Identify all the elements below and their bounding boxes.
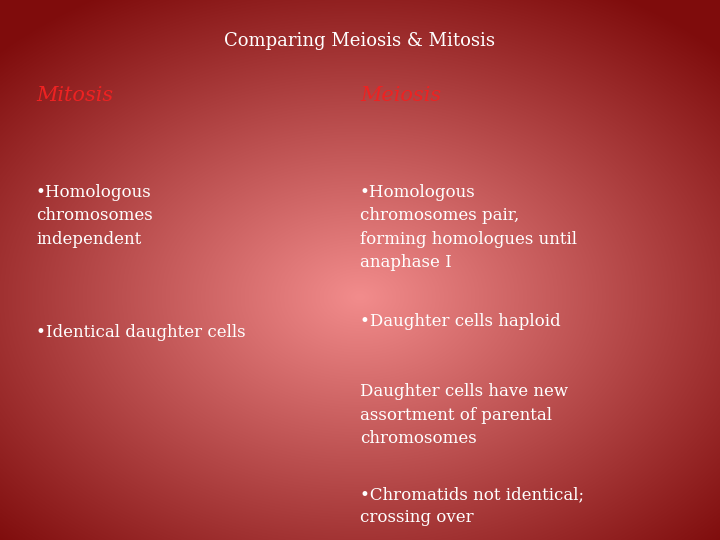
Text: •Homologous
chromosomes
independent: •Homologous chromosomes independent <box>36 184 153 248</box>
Text: Mitosis: Mitosis <box>36 86 113 105</box>
Text: •Homologous
chromosomes pair,
forming homologues until
anaphase I: •Homologous chromosomes pair, forming ho… <box>360 184 577 271</box>
Text: Daughter cells have new
assortment of parental
chromosomes: Daughter cells have new assortment of pa… <box>360 383 568 448</box>
Text: •Chromatids not identical;
crossing over: •Chromatids not identical; crossing over <box>360 486 584 526</box>
Text: •Daughter cells haploid: •Daughter cells haploid <box>360 313 561 330</box>
Text: •Identical daughter cells: •Identical daughter cells <box>36 324 246 341</box>
Text: Meiosis: Meiosis <box>360 86 441 105</box>
Text: Comparing Meiosis & Mitosis: Comparing Meiosis & Mitosis <box>225 32 495 50</box>
